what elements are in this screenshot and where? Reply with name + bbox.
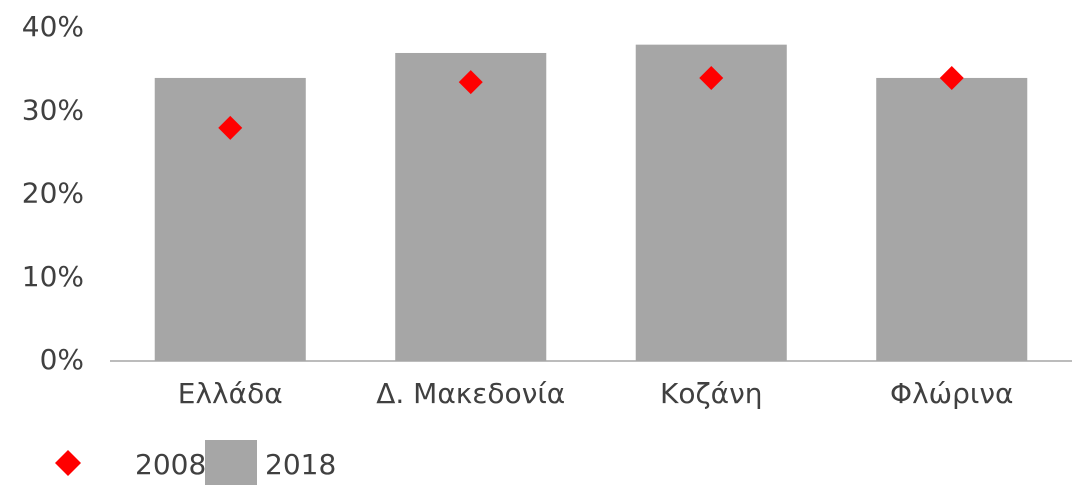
y-tick-label: 0% xyxy=(40,343,84,376)
marker xyxy=(939,65,964,90)
marker xyxy=(458,70,483,95)
y-tick-label: 40% xyxy=(22,10,84,43)
bar xyxy=(395,52,547,361)
legend-marker xyxy=(205,440,257,485)
y-tick-label: 20% xyxy=(22,177,84,210)
legend-label: 2008 xyxy=(135,448,206,481)
y-tick-label: 10% xyxy=(22,260,84,293)
legend-label: 2018 xyxy=(265,448,336,481)
x-tick-label: Κοζάνη xyxy=(660,377,763,410)
x-tick-label: Δ. Μακεδονία xyxy=(376,377,565,410)
bar xyxy=(635,44,787,362)
y-tick-label: 30% xyxy=(22,93,84,126)
x-tick-label: Ελλάδα xyxy=(178,377,283,410)
marker xyxy=(218,115,243,140)
x-tick-label: Φλώρινα xyxy=(890,377,1013,410)
bar xyxy=(876,77,1028,361)
legend-marker xyxy=(55,450,81,476)
marker xyxy=(699,65,724,90)
